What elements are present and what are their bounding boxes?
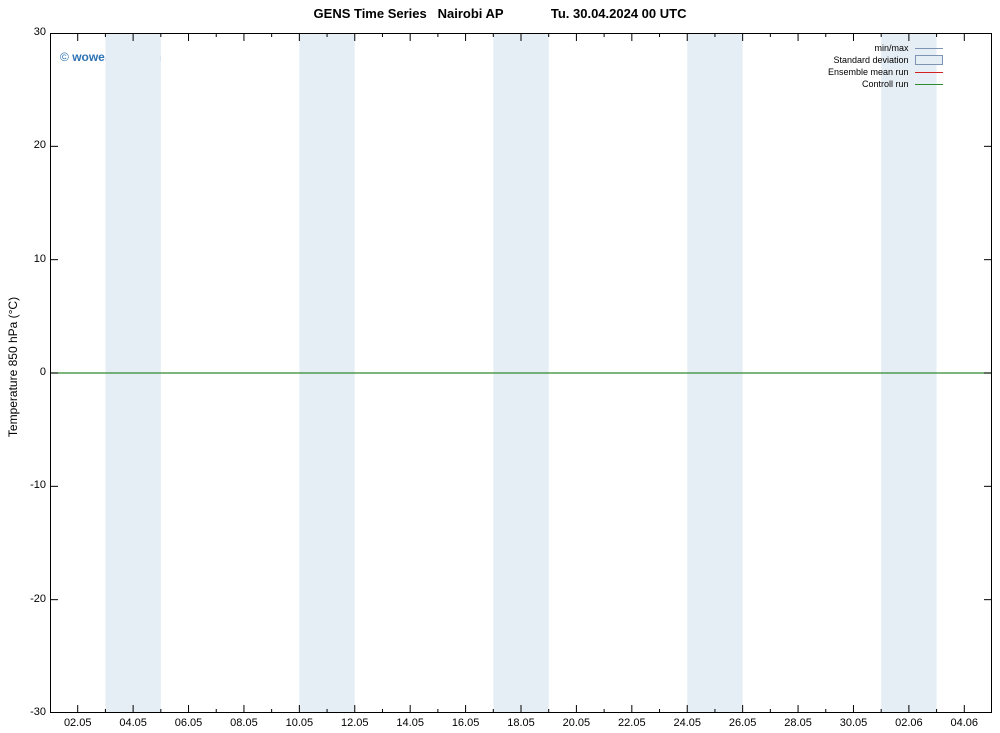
chart-title-row: GENS Time Series Nairobi AP Tu. 30.04.20… bbox=[0, 6, 1000, 21]
xtick-label: 04.05 bbox=[113, 717, 153, 729]
legend-item: Standard deviation bbox=[828, 54, 943, 66]
legend-swatch bbox=[915, 42, 943, 54]
xtick-label: 26.05 bbox=[723, 717, 763, 729]
xtick-label: 12.05 bbox=[335, 717, 375, 729]
xtick-label: 04.06 bbox=[944, 717, 984, 729]
xtick-label: 24.05 bbox=[667, 717, 707, 729]
legend: min/maxStandard deviationEnsemble mean r… bbox=[828, 42, 943, 90]
legend-swatch bbox=[915, 66, 943, 78]
ytick-label: 10 bbox=[34, 253, 46, 265]
xtick-label: 18.05 bbox=[501, 717, 541, 729]
legend-item: min/max bbox=[828, 42, 943, 54]
ytick-label: 20 bbox=[34, 139, 46, 151]
plot-svg bbox=[50, 33, 992, 713]
xtick-label: 20.05 bbox=[556, 717, 596, 729]
chart-title-datetime: Tu. 30.04.2024 00 UTC bbox=[551, 6, 687, 21]
ytick-label: -20 bbox=[30, 593, 46, 605]
ytick-label: -30 bbox=[30, 706, 46, 718]
ytick-label: -10 bbox=[30, 479, 46, 491]
legend-item-label: Controll run bbox=[862, 78, 909, 90]
legend-item-label: min/max bbox=[875, 42, 909, 54]
xtick-label: 02.05 bbox=[58, 717, 98, 729]
yaxis-label: Temperature 850 hPa (°C) bbox=[6, 296, 20, 436]
xtick-label: 10.05 bbox=[279, 717, 319, 729]
xtick-label: 30.05 bbox=[833, 717, 873, 729]
xtick-label: 14.05 bbox=[390, 717, 430, 729]
chart-title-location: Nairobi AP bbox=[438, 6, 504, 21]
legend-item-label: Standard deviation bbox=[833, 54, 908, 66]
plot-area bbox=[50, 33, 992, 713]
yaxis-label-wrap: Temperature 850 hPa (°C) bbox=[0, 0, 26, 733]
chart-page: GENS Time Series Nairobi AP Tu. 30.04.20… bbox=[0, 0, 1000, 733]
ytick-label: 0 bbox=[40, 366, 46, 378]
legend-swatch bbox=[915, 54, 943, 66]
xtick-label: 02.06 bbox=[889, 717, 929, 729]
xtick-label: 28.05 bbox=[778, 717, 818, 729]
legend-item-label: Ensemble mean run bbox=[828, 66, 909, 78]
xtick-label: 08.05 bbox=[224, 717, 264, 729]
chart-title-series: GENS Time Series bbox=[314, 6, 427, 21]
xtick-label: 06.05 bbox=[169, 717, 209, 729]
legend-item: Ensemble mean run bbox=[828, 66, 943, 78]
legend-item: Controll run bbox=[828, 78, 943, 90]
xtick-label: 22.05 bbox=[612, 717, 652, 729]
ytick-label: 30 bbox=[34, 26, 46, 38]
xtick-label: 16.05 bbox=[446, 717, 486, 729]
legend-swatch bbox=[915, 78, 943, 90]
